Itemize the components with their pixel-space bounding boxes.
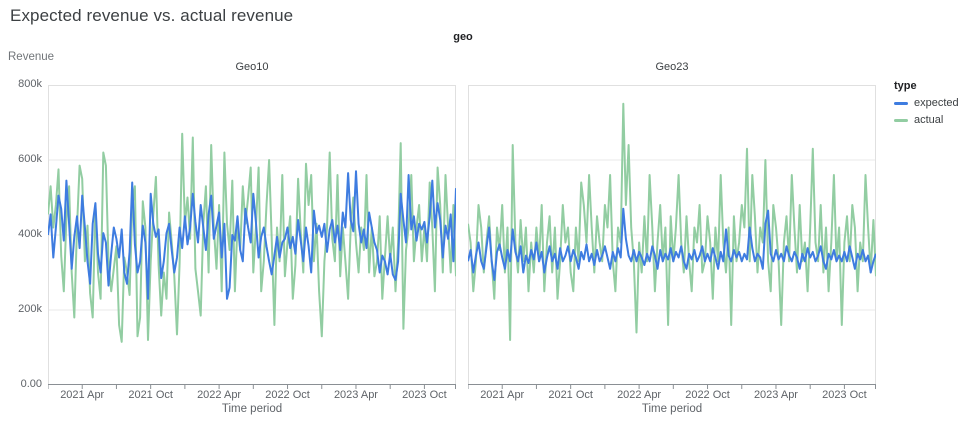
- y-tick-label: 600k: [18, 153, 42, 165]
- x-tick-label: 2022 Oct: [685, 389, 730, 401]
- x-tick-label: 2021 Apr: [480, 389, 525, 401]
- y-tick-label: 400k: [18, 228, 42, 240]
- legend-items: expected actual: [894, 97, 958, 126]
- series-line-actual: [47, 132, 457, 343]
- x-tick-label: 2021 Apr: [60, 389, 105, 401]
- legend-item-actual: actual: [894, 114, 956, 126]
- x-tick-label: 2021 Oct: [128, 389, 173, 401]
- legend: type expected actual: [894, 80, 958, 126]
- x-tick-label: 2023 Oct: [402, 389, 447, 401]
- y-axis-title: Revenue: [8, 51, 55, 63]
- facet-field-label: geo: [453, 31, 473, 43]
- y-tick-label: 0.00: [20, 378, 42, 390]
- x-tick-label: 2022 Apr: [197, 389, 242, 401]
- x-axis-title: Time period: [221, 403, 283, 415]
- legend-item-expected: expected: [894, 97, 958, 109]
- chart-title: Expected revenue vs. actual revenue: [10, 6, 294, 25]
- x-tick-label: 2023 Oct: [822, 389, 867, 401]
- x-tick-label: 2023 Apr: [753, 389, 798, 401]
- legend-swatch-icon: [894, 118, 908, 122]
- x-axis-title: Time period: [641, 403, 703, 415]
- x-tick-label: 2022 Oct: [265, 389, 310, 401]
- legend-title: type: [894, 80, 917, 92]
- panel-plot: [47, 85, 457, 391]
- y-tick-label: 800k: [18, 78, 42, 90]
- series-line-actual: [467, 102, 877, 341]
- series-line-expected: [47, 170, 457, 300]
- x-tick-label: 2023 Apr: [333, 389, 378, 401]
- legend-item-label: actual: [914, 114, 944, 126]
- plot-svg: [467, 85, 877, 389]
- plot-svg: [47, 85, 457, 389]
- y-tick-label: 200k: [18, 303, 42, 315]
- legend-item-label: expected: [914, 97, 958, 109]
- x-tick-label: 2021 Oct: [548, 389, 593, 401]
- legend-swatch-icon: [894, 101, 908, 105]
- panel-title: Geo23: [655, 61, 689, 73]
- panel-title: Geo10: [235, 61, 269, 73]
- x-tick-label: 2022 Apr: [617, 389, 662, 401]
- series-line-expected: [467, 207, 877, 281]
- panel-plot: [467, 85, 877, 391]
